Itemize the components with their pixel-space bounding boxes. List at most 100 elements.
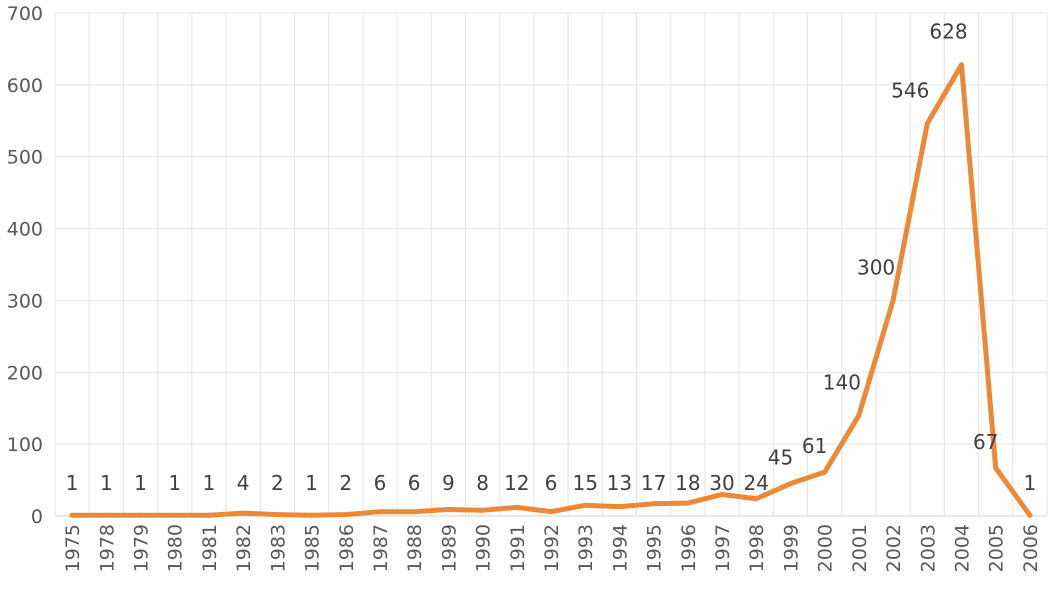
x-tick-label: 1992 (541, 524, 563, 572)
data-label: 24 (744, 471, 769, 495)
data-label: 2 (339, 471, 352, 495)
data-label: 1 (1024, 471, 1037, 495)
data-point (856, 412, 862, 418)
x-tick-label: 1979 (131, 524, 153, 572)
x-tick-label: 1991 (507, 524, 529, 572)
data-point (240, 510, 246, 516)
data-point (514, 504, 520, 510)
data-label: 6 (374, 471, 387, 495)
data-label: 628 (929, 20, 967, 44)
y-tick-label: 400 (7, 219, 43, 241)
x-tick-label: 1999 (780, 524, 802, 572)
data-label: 17 (641, 471, 666, 495)
data-label: 546 (891, 79, 929, 103)
data-point (206, 512, 212, 518)
y-axis-tick-labels: 0 100 200 300 400 500 600 700 (7, 3, 43, 528)
x-tick-label: 2001 (849, 524, 871, 572)
data-label: 12 (504, 471, 529, 495)
data-label: 1 (203, 471, 216, 495)
x-tick-label: 1989 (438, 524, 460, 572)
data-label: 67 (973, 430, 998, 454)
x-tick-label: 1998 (746, 524, 768, 572)
x-tick-label: 2004 (951, 524, 973, 572)
data-point (377, 509, 383, 515)
x-tick-label: 2005 (986, 524, 1008, 572)
data-label: 18 (675, 471, 700, 495)
x-tick-label: 1996 (678, 524, 700, 572)
x-tick-label: 1995 (644, 524, 666, 572)
data-label: 1 (168, 471, 181, 495)
x-tick-label: 1987 (370, 524, 392, 572)
series-line (69, 62, 1033, 518)
x-tick-label: 1980 (165, 524, 187, 572)
y-tick-label: 200 (7, 362, 43, 384)
y-tick-label: 700 (7, 3, 43, 25)
gridlines (54, 12, 1048, 517)
data-point (719, 491, 725, 497)
y-tick-label: 600 (7, 75, 43, 97)
data-point (103, 512, 109, 518)
data-label: 9 (442, 471, 455, 495)
data-label: 1 (66, 471, 79, 495)
data-point (753, 496, 759, 502)
x-tick-label: 1986 (336, 524, 358, 572)
data-point (1027, 512, 1033, 518)
x-tick-label: 2000 (815, 524, 837, 572)
x-tick-label: 1983 (267, 524, 289, 572)
data-point (274, 512, 280, 518)
y-tick-label: 100 (7, 434, 43, 456)
data-point (480, 507, 486, 513)
data-point (890, 297, 896, 303)
data-point (548, 509, 554, 515)
data-point (138, 512, 144, 518)
data-label: 6 (545, 471, 558, 495)
data-point (822, 469, 828, 475)
data-point (958, 62, 964, 68)
data-label: 13 (607, 471, 632, 495)
x-tick-label: 1981 (199, 524, 221, 572)
y-tick-label: 300 (7, 290, 43, 312)
x-tick-label: 1975 (62, 524, 84, 572)
data-point (343, 512, 349, 518)
x-tick-label: 2002 (883, 524, 905, 572)
series-layer (69, 62, 1033, 518)
data-point (993, 465, 999, 471)
data-label: 45 (768, 446, 793, 470)
x-tick-label: 2006 (1020, 524, 1042, 572)
data-point (616, 504, 622, 510)
data-label: 15 (572, 471, 597, 495)
x-tick-label: 1988 (404, 524, 426, 572)
x-tick-label: 2003 (917, 524, 939, 572)
data-label: 1 (100, 471, 113, 495)
x-tick-label: 1993 (575, 524, 597, 572)
data-label: 4 (237, 471, 250, 495)
data-point (651, 501, 657, 507)
x-tick-label: 1990 (473, 524, 495, 572)
x-axis-tick-labels: 1975 1978 1979 1980 1981 1982 1983 1985 1986 1987… (62, 524, 1042, 572)
x-tick-label: 1982 (233, 524, 255, 572)
data-point (685, 500, 691, 506)
data-point (411, 509, 417, 515)
data-point (69, 512, 75, 518)
data-label: 8 (476, 471, 489, 495)
data-point (309, 512, 315, 518)
data-label: 61 (802, 434, 827, 458)
data-point (445, 507, 451, 513)
data-point (924, 121, 930, 127)
data-point (582, 502, 588, 508)
x-tick-label: 1994 (609, 524, 631, 572)
data-label: 1 (305, 471, 318, 495)
y-tick-label: 500 (7, 147, 43, 169)
y-tick-label: 0 (31, 506, 43, 528)
x-tick-label: 1978 (96, 524, 118, 572)
data-label: 140 (823, 370, 861, 394)
data-label: 2 (271, 471, 284, 495)
data-point (787, 481, 793, 487)
data-label: 30 (709, 471, 734, 495)
x-tick-label: 1997 (712, 524, 734, 572)
data-label: 6 (408, 471, 421, 495)
data-label: 1 (134, 471, 147, 495)
x-tick-label: 1985 (302, 524, 324, 572)
